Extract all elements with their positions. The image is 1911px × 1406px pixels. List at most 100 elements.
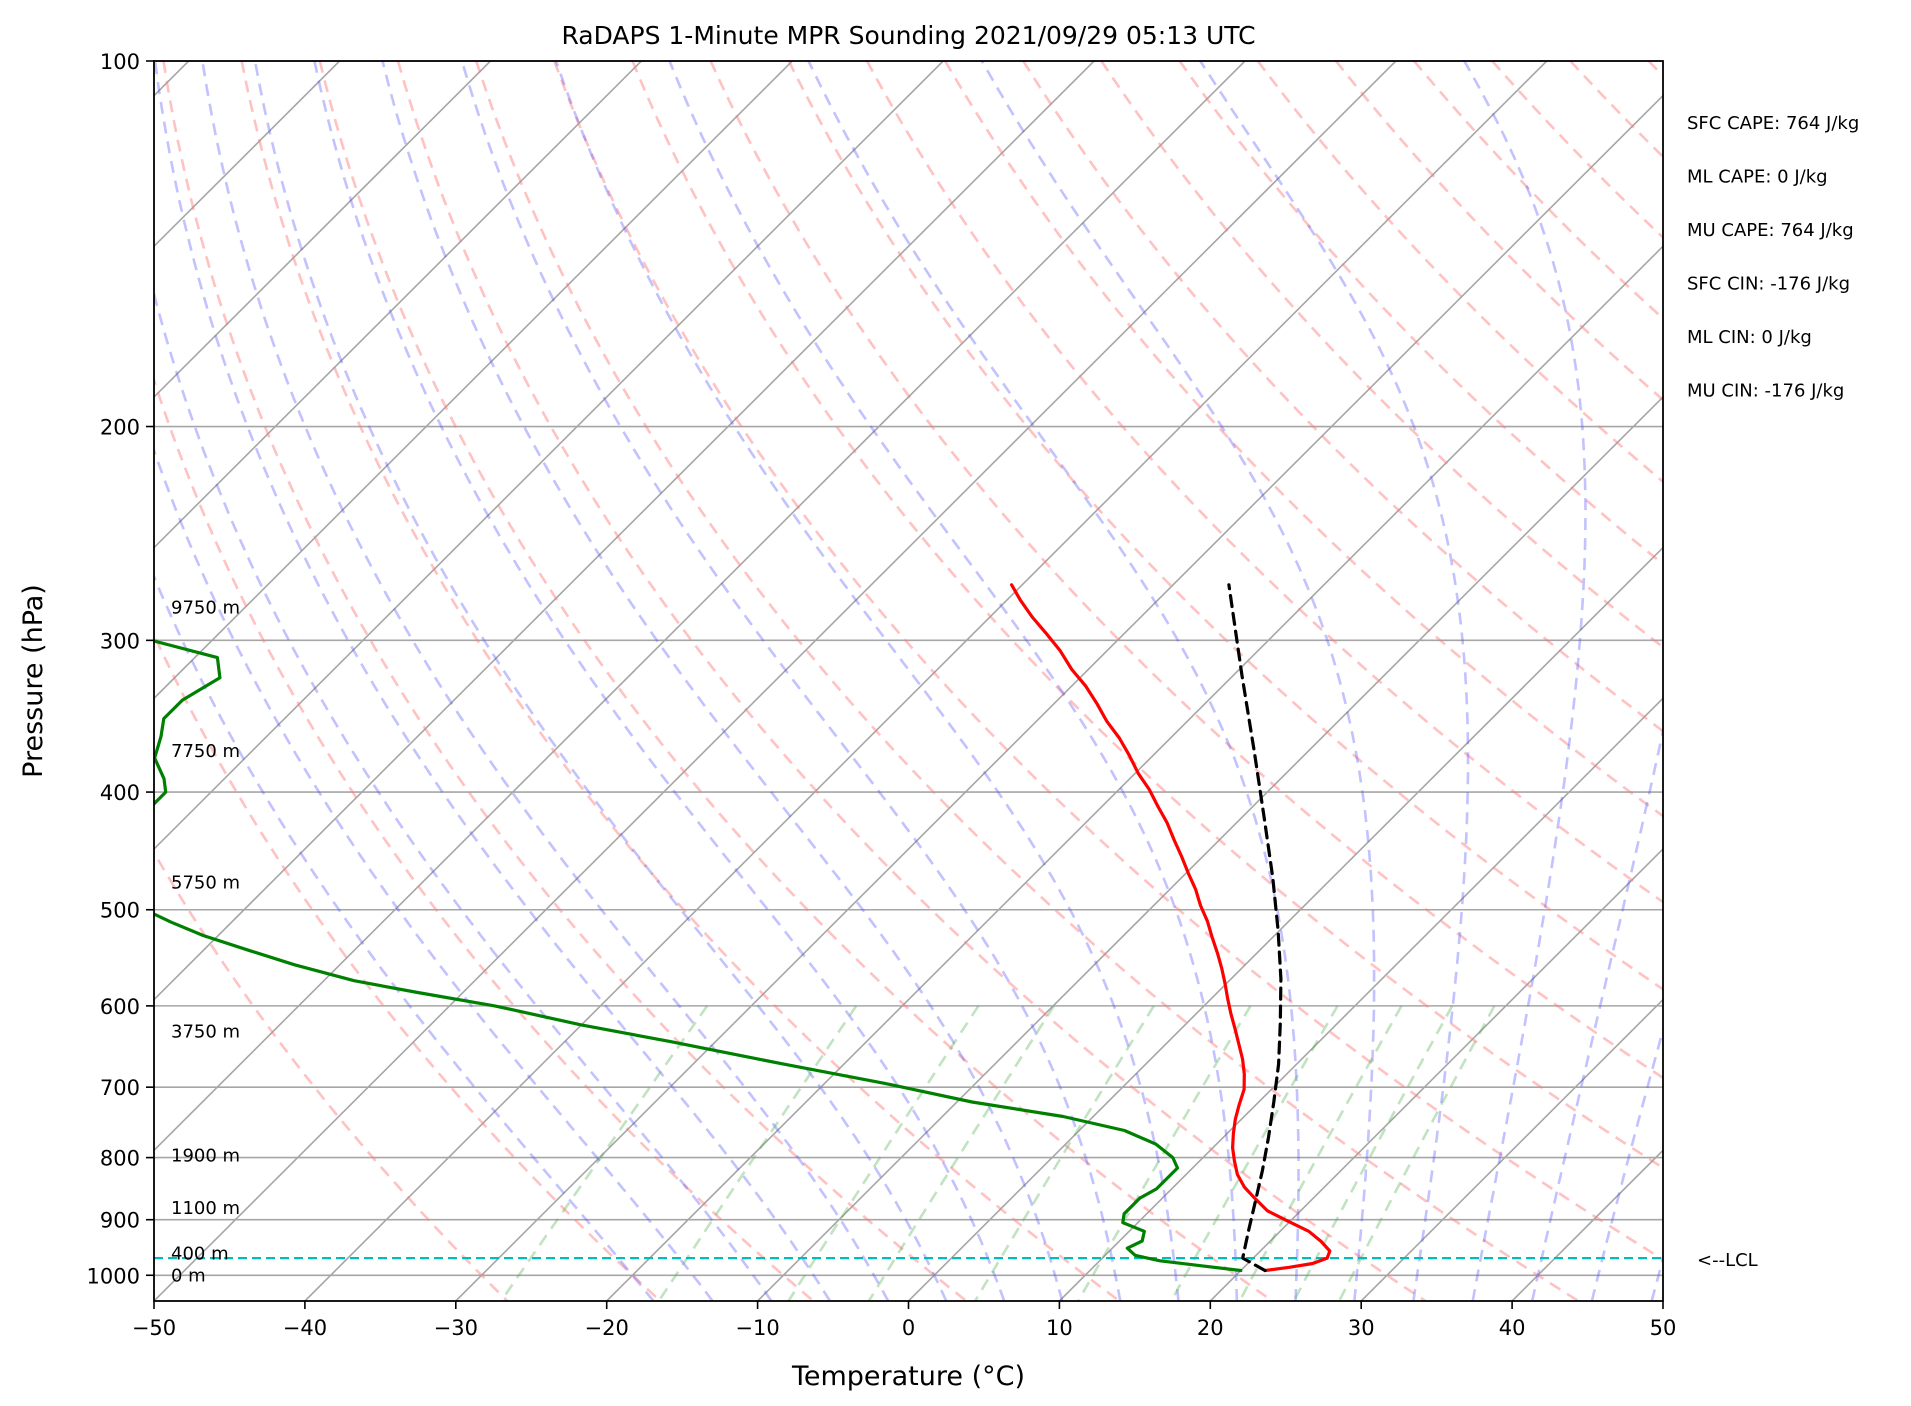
y-tick-label: 700	[100, 1076, 140, 1100]
dry-adiabat	[1256, 61, 1663, 484]
dry-adiabat	[240, 61, 1121, 1301]
moist-adiabat	[1199, 61, 1470, 1301]
moist-adiabat	[1650, 1254, 1663, 1301]
isotherm-line	[154, 61, 1246, 1152]
height-label: 1100 m	[171, 1198, 240, 1219]
plot-area: 9750 m 7750 m 5750 m 3750 m 1900 m 1100 m 400 …	[153, 60, 1911, 1302]
mixing-ratio-line	[1077, 1005, 1252, 1301]
isotherm-line	[757, 395, 1663, 1301]
height-label: 1900 m	[171, 1146, 240, 1167]
dry-adiabat	[1178, 61, 1663, 566]
mixing-ratio-line	[1238, 1005, 1403, 1301]
dewpoint-line	[154, 639, 1243, 1273]
height-label: 400 m	[171, 1244, 229, 1265]
dry-adiabat	[474, 61, 1580, 1301]
dry-adiabat	[787, 61, 1663, 991]
dry-adiabat	[318, 61, 1274, 1301]
y-tick-label: 300	[100, 629, 140, 653]
stat-text: MU CIN: -176 J/kg	[1687, 381, 1844, 402]
isotherm-line	[154, 61, 1397, 1301]
stat-text: ML CIN: 0 J/kg	[1687, 327, 1812, 348]
moist-adiabat	[154, 446, 714, 1301]
dry-adiabat	[154, 376, 815, 1301]
dry-adiabat	[1491, 61, 1663, 240]
x-axis-label: Temperature (°C)	[791, 1361, 1025, 1392]
dry-adiabat	[709, 61, 1663, 1080]
dry-adiabat	[1569, 61, 1663, 159]
isotherm-line	[154, 61, 944, 851]
stability-stats: SFC CAPE: 764 J/kg ML CAPE: 0 J/kg MU CAPE…	[1687, 113, 1859, 1271]
isotherm-line	[154, 61, 1095, 1001]
isotherm-line	[455, 94, 1663, 1301]
dry-adiabat	[1334, 61, 1663, 402]
dry-adiabat	[162, 61, 968, 1301]
x-axis-ticks: −50 −40 −30 −20 −10 0 10 20 30 40 50	[132, 1301, 1677, 1340]
moist-adiabat	[554, 61, 1180, 1301]
chart-title: RaDAPS 1-Minute MPR Sounding 2021/09/29 …	[561, 21, 1255, 50]
y-tick-label: 1000	[87, 1264, 140, 1288]
y-tick-label: 900	[100, 1209, 140, 1233]
isotherm-line	[154, 61, 642, 549]
moist-adiabat	[253, 61, 948, 1301]
stat-text: ML CAPE: 0 J/kg	[1687, 167, 1828, 188]
y-axis-label: Pressure (hPa)	[18, 584, 49, 778]
moist-adiabat	[807, 61, 1300, 1301]
height-label: 0 m	[171, 1265, 206, 1286]
moist-adiabat	[980, 61, 1376, 1301]
moist-adiabat	[460, 61, 1122, 1301]
dry-adiabat	[865, 61, 1663, 904]
dry-adiabat	[943, 61, 1663, 818]
moist-adiabat	[154, 573, 655, 1301]
dry-adiabat	[396, 61, 1427, 1301]
isotherm-line	[907, 546, 1663, 1301]
x-tick-label: 50	[1650, 1316, 1677, 1340]
mixing-ratio-line	[657, 1005, 858, 1301]
dry-adiabat	[1413, 61, 1663, 321]
x-tick-label: −50	[132, 1316, 176, 1340]
isotherm-line	[1209, 847, 1663, 1301]
stat-text: SFC CIN: -176 J/kg	[1687, 274, 1850, 295]
isotherm-line	[1511, 1149, 1663, 1301]
y-tick-label: 200	[100, 416, 140, 440]
height-label: 7750 m	[171, 741, 240, 762]
temperature-line	[1010, 583, 1332, 1273]
dry-adiabat	[1022, 61, 1663, 733]
y-tick-label: 600	[100, 995, 140, 1019]
isotherm-line	[1662, 1299, 1663, 1301]
y-tick-label: 500	[100, 899, 140, 923]
dry-adiabat	[553, 61, 1663, 1261]
moist-adiabat	[201, 61, 890, 1301]
moist-adiabat	[668, 61, 1239, 1301]
y-tick-label: 100	[100, 50, 140, 74]
plot-clip-group	[154, 61, 1911, 1301]
moist-adiabat	[381, 61, 1064, 1301]
x-tick-label: 40	[1499, 1316, 1526, 1340]
isotherm-line	[304, 61, 1548, 1301]
parcel-line	[1227, 583, 1283, 1273]
mixing-ratio-line	[973, 1005, 1155, 1301]
x-tick-label: 20	[1197, 1316, 1224, 1340]
moist-adiabat	[1463, 61, 1587, 1301]
dry-adiabat	[1727, 61, 1911, 1301]
dry-adiabat	[154, 631, 662, 1301]
y-axis-ticks: 100 200 300 400 500 600 700 800 900 1000	[87, 50, 154, 1288]
dry-adiabat	[154, 850, 509, 1301]
height-label: 3750 m	[171, 1022, 240, 1043]
mixing-ratio-line	[787, 1005, 980, 1301]
mixing-ratio-line	[1170, 1005, 1339, 1301]
moist-adiabat	[1530, 724, 1663, 1301]
x-tick-label: −10	[735, 1316, 779, 1340]
mixing-ratio-line	[867, 1005, 1056, 1301]
lcl-label: <--LCL	[1697, 1250, 1758, 1271]
plot-frame	[153, 60, 1664, 1302]
y-tick-label: 400	[100, 781, 140, 805]
isotherm-line	[1360, 998, 1663, 1301]
x-tick-label: 30	[1348, 1316, 1375, 1340]
moist-adiabat	[313, 61, 1006, 1301]
y-tick-label: 800	[100, 1147, 140, 1171]
stat-text: MU CAPE: 764 J/kg	[1687, 220, 1854, 241]
height-label: 5750 m	[171, 873, 240, 894]
dry-adiabat	[631, 61, 1663, 1170]
x-tick-label: −40	[283, 1316, 327, 1340]
